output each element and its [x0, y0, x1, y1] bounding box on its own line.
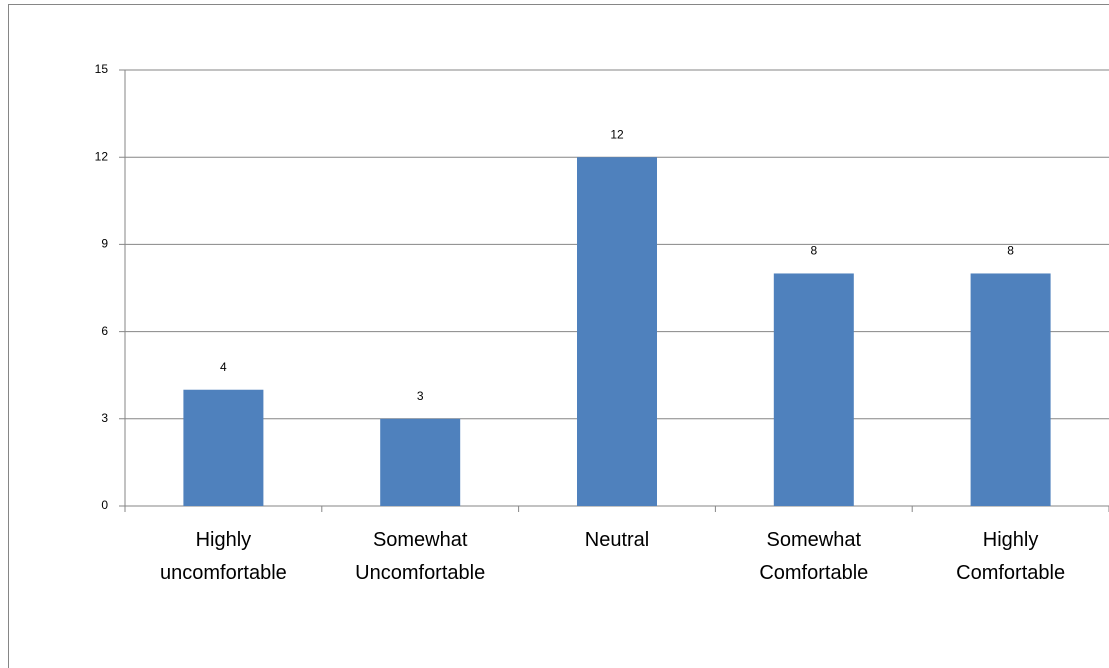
- x-tick-label: Somewhat Comfortable: [759, 529, 869, 584]
- value-label: 8: [810, 244, 817, 258]
- bar: [577, 157, 657, 506]
- y-tick-label: 9: [101, 237, 108, 251]
- x-tick-label: Somewhat Uncomfortable: [355, 529, 486, 584]
- y-tick-label: 3: [101, 411, 108, 425]
- x-tick-label: Highly uncomfortable: [160, 529, 287, 584]
- bar: [183, 389, 264, 506]
- x-tick-label: Neutral: [584, 529, 650, 551]
- y-tick-label: 12: [95, 149, 109, 163]
- value-label: 4: [220, 360, 227, 374]
- bar: [773, 273, 854, 506]
- value-label: 8: [1007, 244, 1014, 258]
- bar: [380, 418, 461, 506]
- value-label: 3: [417, 389, 424, 403]
- x-tick-label: Highly Comfortable: [956, 529, 1066, 584]
- y-tick-label: 0: [101, 498, 108, 512]
- chart-border: [8, 4, 1109, 668]
- bar: [970, 273, 1051, 506]
- y-tick-label: 15: [95, 62, 109, 76]
- y-tick-label: 6: [101, 324, 108, 338]
- value-label: 12: [610, 127, 624, 141]
